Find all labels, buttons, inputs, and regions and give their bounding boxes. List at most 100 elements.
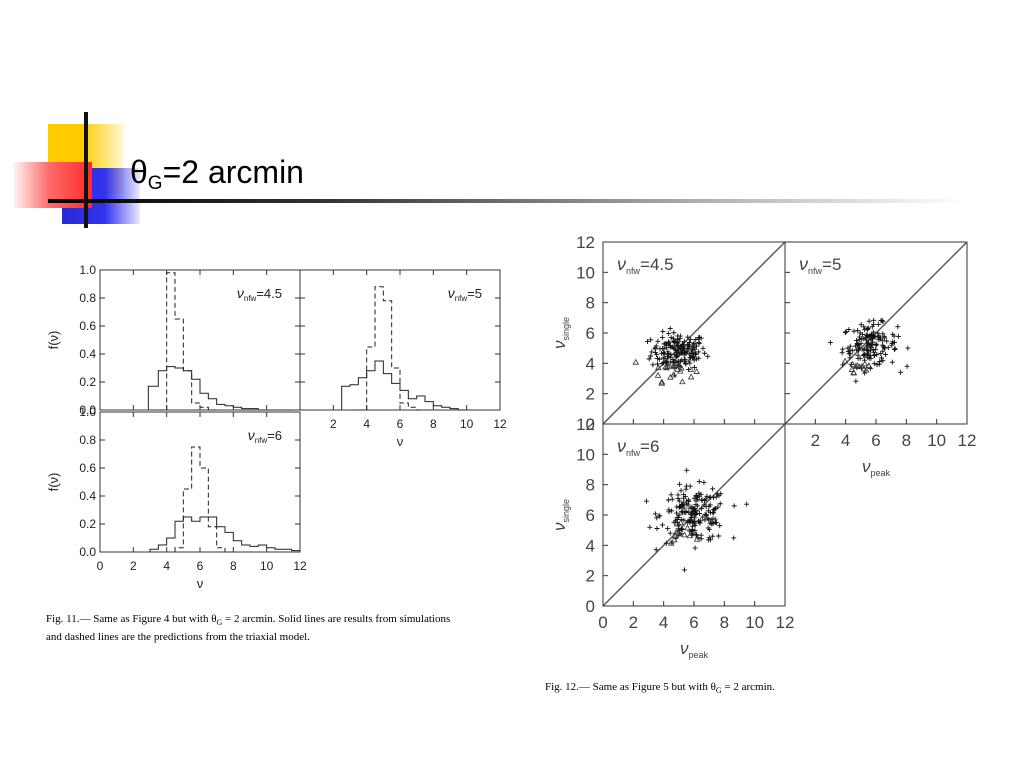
panel-label-nu: ν	[799, 254, 808, 274]
plus-marker	[660, 350, 666, 356]
triangle-marker	[848, 366, 856, 372]
plus-marker	[663, 540, 669, 546]
plus-marker	[693, 351, 699, 357]
plus-marker	[880, 338, 886, 344]
plus-marker	[687, 519, 693, 525]
panel-label: νnfw=5	[448, 285, 482, 303]
plus-marker	[891, 333, 897, 339]
panel-label-value: =6	[640, 437, 659, 456]
triangle-marker	[693, 535, 701, 542]
x-tick-label: 4	[659, 613, 668, 632]
x-axis-label: νpeak	[680, 639, 709, 660]
plus-marker	[861, 352, 867, 358]
y-tick-label: 1.0	[79, 405, 96, 419]
triangle-marker	[684, 524, 691, 531]
plus-marker	[705, 353, 711, 359]
x-tick-label: 2	[811, 431, 820, 450]
plus-marker	[867, 342, 873, 348]
plus-marker	[652, 345, 658, 351]
x-axis-label-nu: ν	[680, 639, 689, 658]
plus-marker	[862, 335, 868, 341]
panel-label-nu: ν	[617, 254, 626, 274]
panel-label-sub: nfw	[255, 436, 268, 445]
triangle-marker	[672, 360, 679, 366]
y-axis-label: νsingle	[550, 317, 571, 349]
diagonal-line	[602, 241, 786, 425]
x-tick-label: 0	[598, 613, 607, 632]
plus-marker	[675, 496, 681, 502]
plus-marker	[842, 330, 848, 336]
triangle-marker	[658, 378, 666, 385]
plus-marker	[892, 346, 898, 352]
plus-marker	[700, 345, 706, 351]
plus-marker	[659, 522, 665, 528]
plus-marker	[713, 494, 719, 500]
histogram-panel-1: 0.0 0.2 0.4 0.6 0.8 1.0 f(ν) νnfw=4.5	[46, 263, 301, 417]
y-axis-label-sub: single	[561, 499, 571, 523]
plus-marker	[673, 339, 679, 345]
plus-marker	[667, 325, 673, 331]
plus-marker	[874, 351, 880, 357]
plus-marker	[877, 336, 883, 342]
plus-marker	[688, 512, 694, 518]
plus-marker	[861, 324, 867, 330]
plus-marker	[655, 338, 661, 344]
plus-marker	[683, 360, 689, 366]
plus-marker	[889, 341, 895, 347]
plus-marker	[840, 346, 846, 352]
plus-marker	[855, 343, 861, 349]
slide-title-rest: =2 arcmin	[162, 154, 304, 190]
plus-marker	[657, 356, 663, 362]
plus-marker	[659, 360, 665, 366]
plus-marker	[701, 502, 707, 508]
plus-marker	[717, 523, 723, 529]
plus-marker	[705, 537, 711, 543]
plus-marker	[879, 355, 885, 361]
plus-marker	[665, 526, 671, 532]
plus-marker	[875, 321, 881, 327]
plus-marker	[710, 521, 716, 527]
x-tick-label: 8	[430, 417, 437, 431]
panel-label-nu: ν	[448, 285, 455, 301]
plus-marker	[862, 327, 868, 333]
diagonal-line	[602, 423, 786, 607]
plus-marker	[689, 526, 695, 532]
plus-marker	[694, 343, 700, 349]
panel-label-sub: nfw	[455, 294, 468, 303]
y-tick-label: 6	[586, 506, 595, 525]
plus-marker	[666, 340, 672, 346]
panel-label-sub: nfw	[244, 294, 257, 303]
triangle-marker	[662, 363, 669, 370]
y-tick-label: 0.4	[79, 489, 96, 503]
plus-marker	[679, 527, 685, 533]
plus-marker	[654, 361, 660, 367]
plus-marker	[678, 488, 684, 494]
plus-marker	[865, 325, 871, 331]
plus-marker	[744, 501, 750, 507]
plus-marker	[696, 355, 702, 361]
plus-marker	[871, 361, 877, 367]
slide-title-sub: G	[147, 173, 163, 194]
y-tick-label: 0.0	[79, 545, 96, 559]
plus-marker	[693, 492, 699, 498]
plus-marker	[657, 346, 663, 352]
plus-marker	[870, 347, 876, 353]
y-tick-label: 10	[576, 263, 595, 282]
x-axis-label: ν	[397, 434, 404, 449]
panel-label-sub: nfw	[808, 266, 823, 276]
plus-marker	[652, 511, 658, 517]
y-tick-label: 0.2	[79, 517, 96, 531]
plus-marker	[856, 347, 862, 353]
plus-marker	[647, 524, 653, 530]
triangle-marker	[687, 373, 695, 380]
plus-marker	[679, 526, 685, 532]
panel-label: νnfw=6	[248, 427, 282, 445]
plus-marker	[692, 364, 698, 370]
y-tick-label: 12	[576, 415, 595, 434]
plus-marker	[675, 333, 681, 339]
plus-marker	[696, 335, 702, 341]
plus-marker	[839, 350, 845, 356]
panel-label: νnfw=6	[617, 436, 659, 458]
triangle-marker	[841, 357, 849, 364]
triangle-marker	[670, 536, 678, 543]
